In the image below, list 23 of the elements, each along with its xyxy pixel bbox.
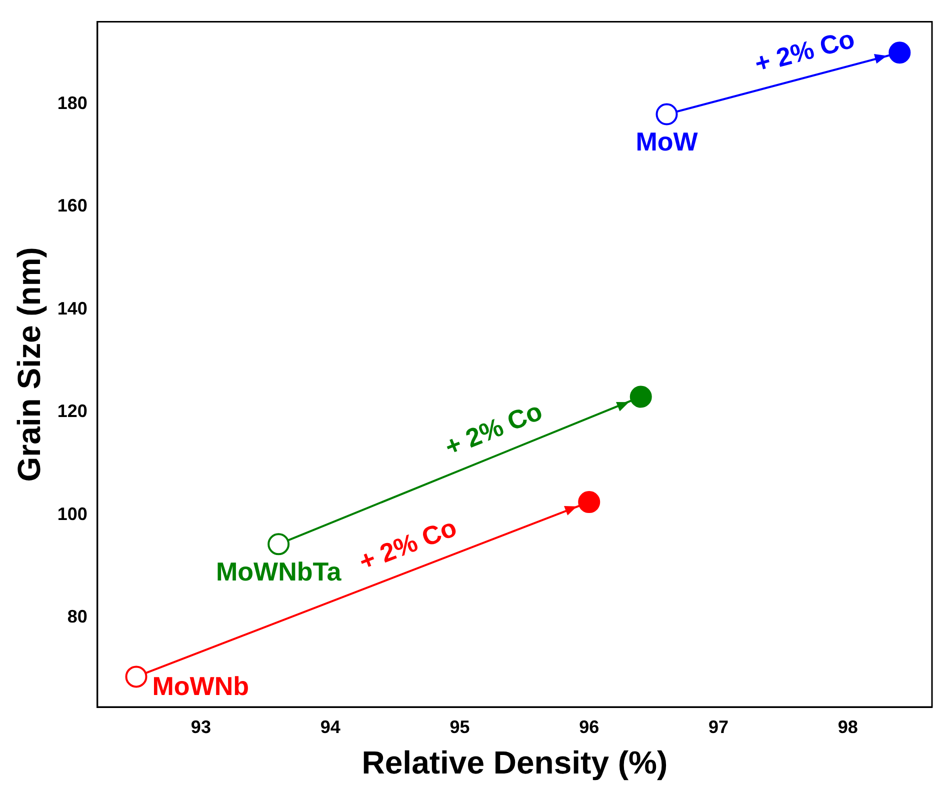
annotation: + 2% Co xyxy=(354,512,461,577)
y-tick-label: 80 xyxy=(67,606,88,627)
x-tick-label: 97 xyxy=(708,716,729,737)
x-tick-label: 94 xyxy=(320,716,340,737)
y-tick-label: 160 xyxy=(57,196,88,216)
y-tick-label: 120 xyxy=(57,401,88,422)
y-tick-label: 140 xyxy=(57,298,88,318)
series-label: MoWNbTa xyxy=(216,556,342,586)
y-tick-label: 180 xyxy=(57,92,88,113)
annotation: + 2% Co xyxy=(751,24,858,79)
x-tick-label: 95 xyxy=(450,716,470,737)
x-tick-label: 98 xyxy=(838,716,858,737)
point xyxy=(888,42,911,64)
point xyxy=(578,491,600,514)
series-label: MoW xyxy=(636,126,698,156)
x-axis-title: Relative Density (%) xyxy=(362,744,668,781)
y-axis-title: Grain Size (nm) xyxy=(11,247,48,482)
x-tick-label: 93 xyxy=(190,716,211,737)
annotation: + 2% Co xyxy=(440,396,546,462)
x-tick-label: 96 xyxy=(579,716,600,737)
point xyxy=(630,386,652,408)
series-label: MoWNb xyxy=(152,670,249,701)
y-tick-label: 100 xyxy=(57,504,88,524)
